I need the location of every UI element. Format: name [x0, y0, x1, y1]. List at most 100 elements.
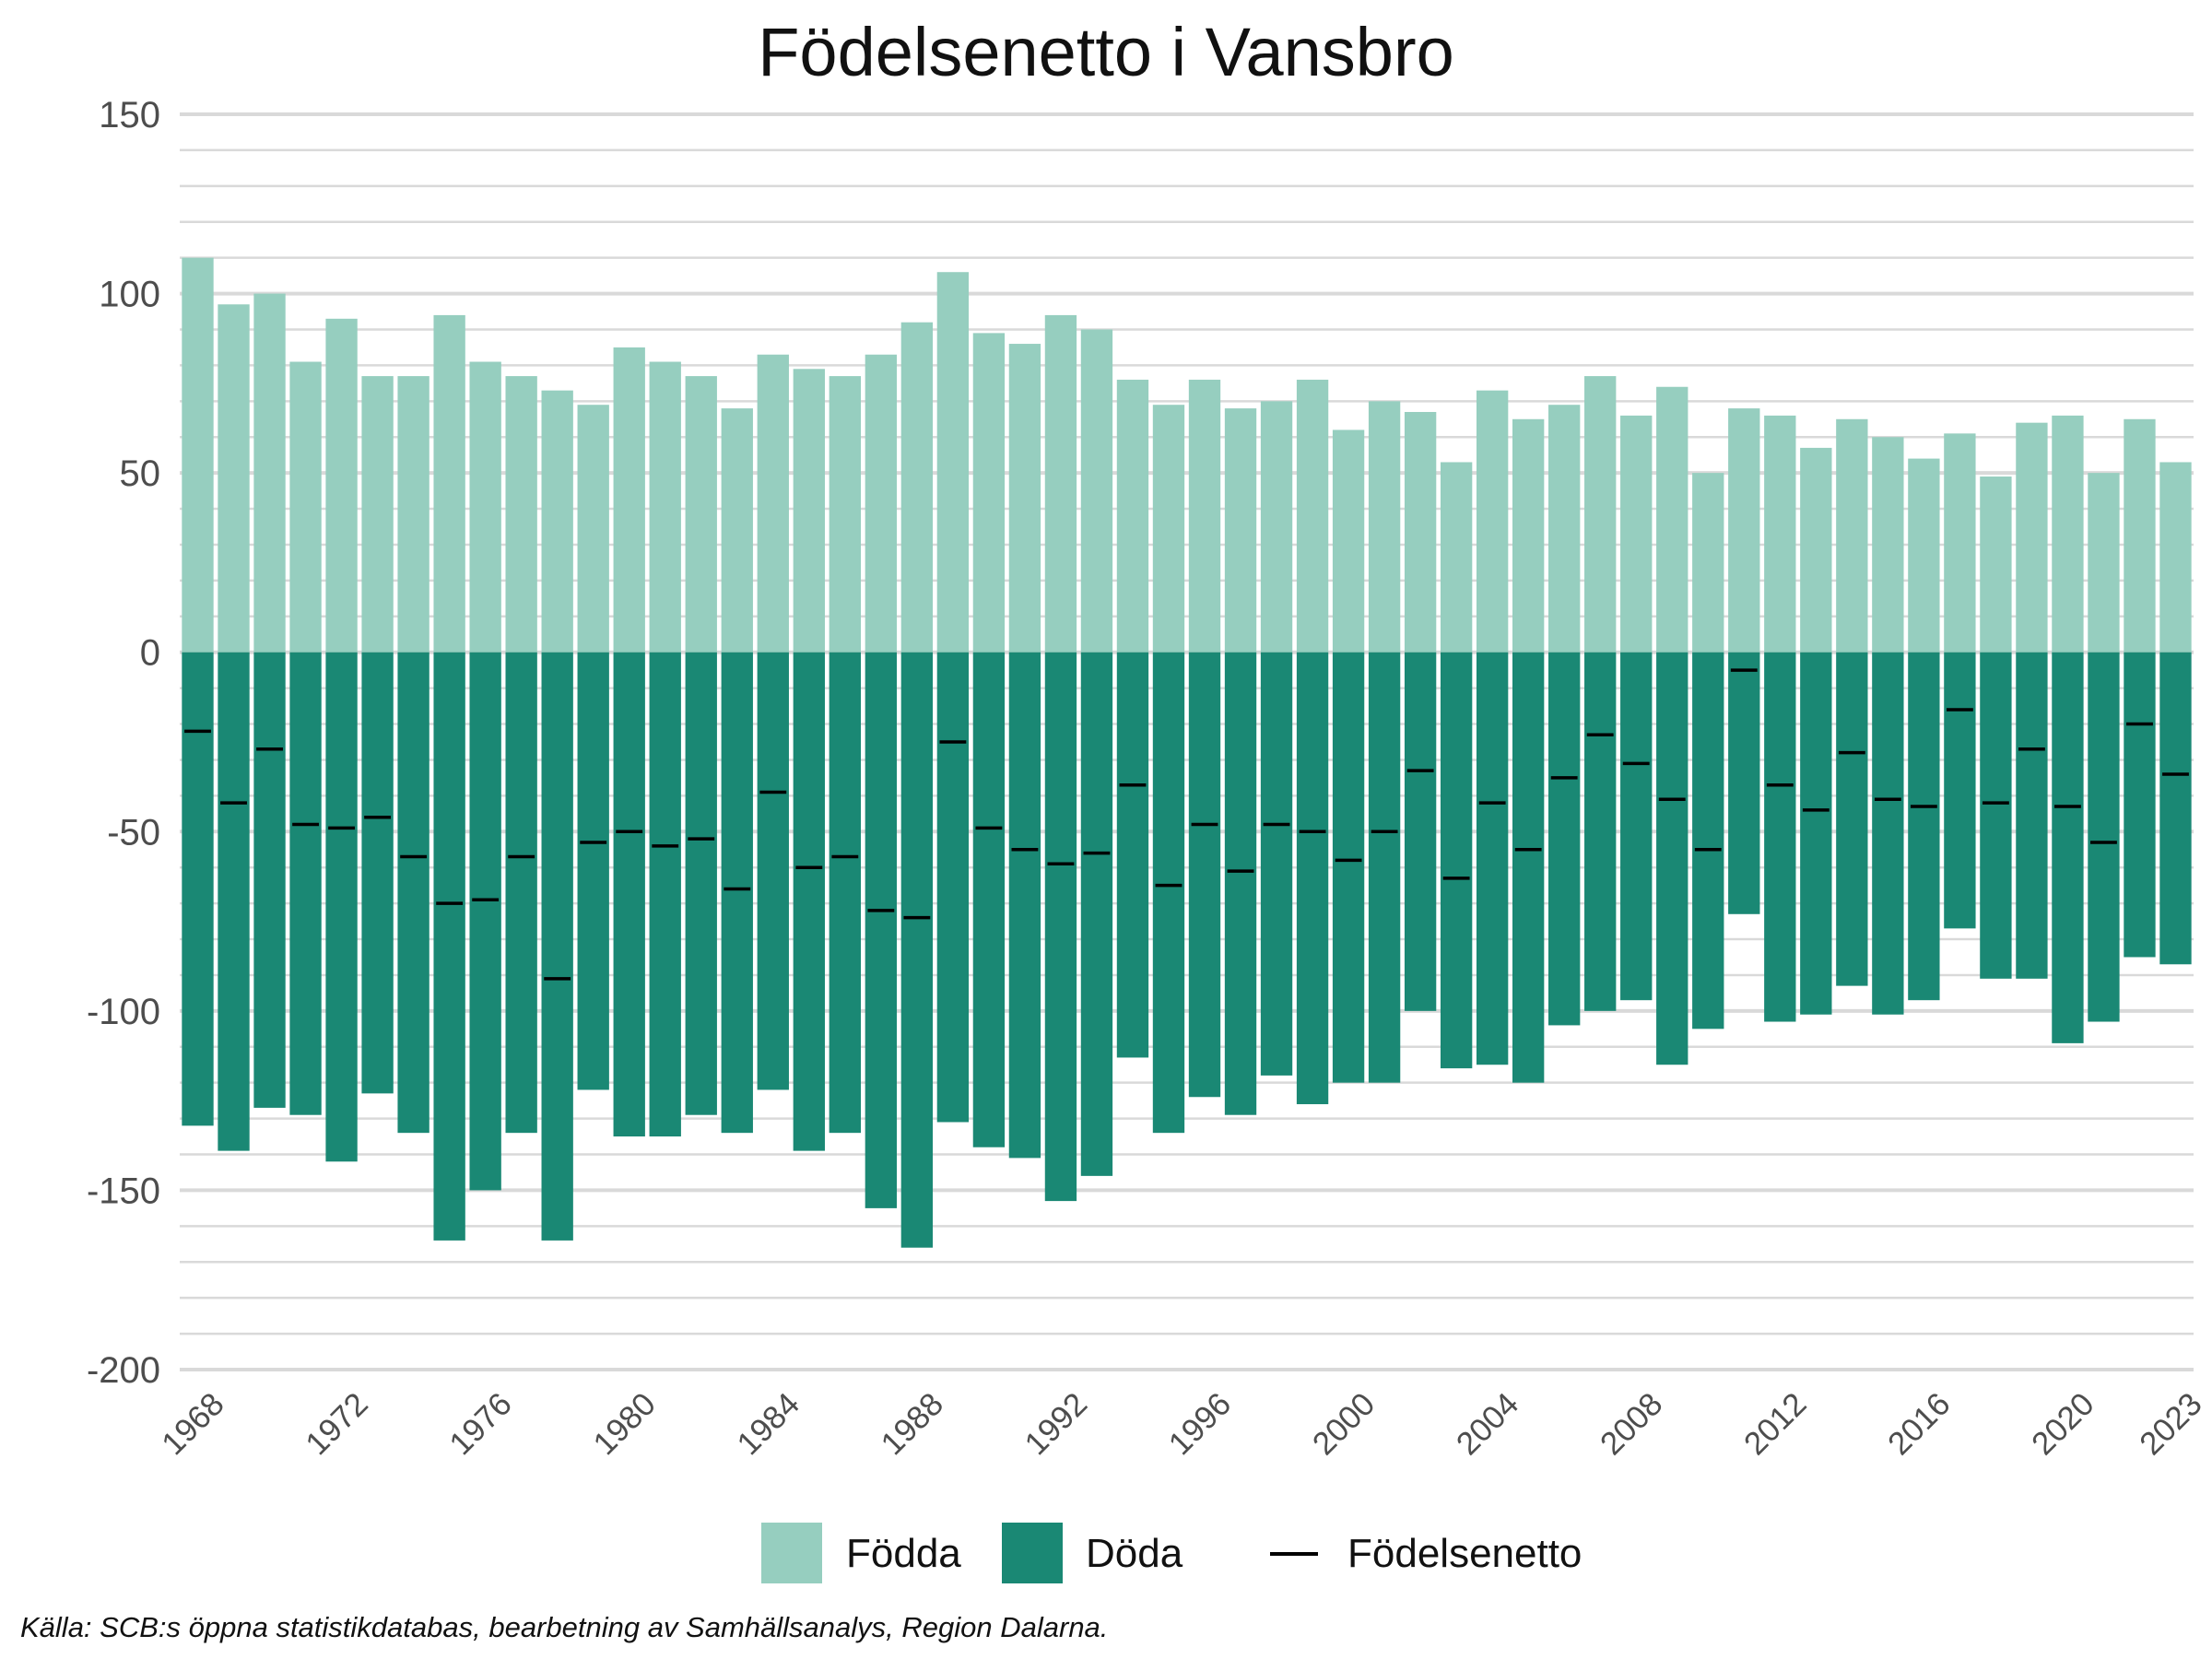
bar-doda-2018 — [1980, 652, 2012, 979]
bar-doda-1969 — [218, 652, 250, 1151]
bar-fodda-1982 — [685, 376, 717, 653]
bar-doda-1981 — [649, 652, 681, 1137]
y-tick-label: -200 — [87, 1350, 160, 1391]
bar-doda-1999 — [1296, 652, 1329, 1105]
x-tick-label: 1996 — [1162, 1386, 1239, 1463]
bar-fodda-2022 — [2124, 418, 2156, 653]
bar-doda-1995 — [1152, 652, 1185, 1134]
bar-doda-1982 — [685, 652, 717, 1115]
bar-doda-1976 — [469, 652, 501, 1191]
bar-fodda-1980 — [613, 347, 645, 653]
bar-doda-2015 — [1872, 652, 1904, 1015]
bar-doda-2012 — [1764, 652, 1796, 1022]
x-tick-label: 2008 — [1594, 1386, 1670, 1463]
bar-doda-1972 — [325, 652, 358, 1162]
x-axis: 1968 1972 1976 1980 1984 1988 1992 1996 2000 2004… — [155, 1386, 2209, 1463]
bar-fodda-2002 — [1404, 411, 1437, 653]
x-tick-label: 1980 — [586, 1386, 663, 1463]
y-tick-label: 100 — [99, 275, 160, 315]
bar-doda-1990 — [972, 652, 1006, 1147]
bar-doda-2000 — [1332, 652, 1365, 1083]
legend-swatch-doda — [1002, 1523, 1063, 1583]
bar-fodda-2009 — [1656, 386, 1688, 653]
bar-fodda-1988 — [900, 322, 934, 653]
legend-swatch-fodda — [761, 1523, 822, 1583]
bar-doda-2021 — [2088, 652, 2120, 1022]
bar-fodda-1975 — [433, 314, 465, 653]
bar-doda-1978 — [541, 652, 573, 1241]
bar-fodda-1984 — [757, 354, 789, 653]
x-tick-label: 2023 — [2133, 1386, 2209, 1463]
bar-doda-2010 — [1692, 652, 1724, 1030]
bar-doda-2005 — [1512, 652, 1545, 1083]
y-tick-label: 50 — [120, 453, 161, 494]
bar-fodda-2008 — [1620, 415, 1653, 653]
bar-fodda-1970 — [253, 293, 286, 653]
bar-fodda-1972 — [325, 318, 358, 653]
source-note: Källa: SCB:s öppna statistikdatabas, bea… — [20, 1611, 1108, 1643]
bar-doda-2009 — [1656, 652, 1688, 1065]
bar-fodda-1976 — [469, 361, 501, 653]
bar-fodda-2006 — [1548, 405, 1581, 653]
x-tick-label: 1976 — [442, 1386, 519, 1463]
bar-fodda-2017 — [1944, 433, 1976, 653]
x-tick-label: 2000 — [1306, 1386, 1382, 1463]
x-tick-label: 2012 — [1737, 1386, 1814, 1463]
bar-fodda-2015 — [1872, 437, 1904, 653]
bar-fodda-1979 — [577, 405, 609, 653]
bar-doda-1979 — [577, 652, 609, 1090]
bar-fodda-1973 — [361, 376, 394, 653]
bar-doda-1987 — [865, 652, 898, 1208]
y-axis: 150 100 50 0 -50 -100 -150 -200 — [87, 95, 160, 1391]
bar-fodda-2019 — [2016, 422, 2048, 653]
bar-doda-2008 — [1620, 652, 1653, 1001]
bar-doda-2007 — [1584, 652, 1617, 1011]
bar-fodda-1969 — [218, 304, 250, 653]
bar-fodda-2005 — [1512, 418, 1545, 653]
bar-doda-2014 — [1836, 652, 1868, 986]
bar-fodda-2021 — [2088, 473, 2120, 653]
bar-doda-2006 — [1548, 652, 1581, 1026]
bar-doda-1980 — [613, 652, 645, 1137]
y-tick-label: 150 — [99, 95, 160, 135]
x-tick-label: 1968 — [155, 1386, 231, 1463]
legend: Födda Döda Födelsenetto — [761, 1523, 1582, 1583]
bar-doda-1994 — [1116, 652, 1149, 1058]
bar-fodda-2018 — [1980, 477, 2012, 653]
bars — [182, 257, 2192, 1248]
bar-fodda-2007 — [1584, 376, 1617, 653]
bar-doda-1988 — [900, 652, 934, 1248]
bar-fodda-2020 — [2052, 415, 2084, 653]
bar-fodda-1997 — [1224, 408, 1257, 653]
bar-fodda-2016 — [1908, 458, 1940, 653]
x-tick-label: 2020 — [2025, 1386, 2101, 1463]
y-tick-label: -100 — [87, 992, 160, 1032]
bar-doda-2022 — [2124, 652, 2156, 958]
bar-doda-1997 — [1224, 652, 1257, 1115]
bar-fodda-1978 — [541, 390, 573, 653]
bar-doda-1970 — [253, 652, 286, 1108]
bar-doda-2020 — [2052, 652, 2084, 1043]
legend-label-doda: Döda — [1086, 1531, 1183, 1576]
bar-doda-2004 — [1476, 652, 1509, 1065]
bar-fodda-2010 — [1692, 473, 1724, 653]
bar-doda-1973 — [361, 652, 394, 1094]
bar-doda-1986 — [829, 652, 861, 1134]
bar-doda-1996 — [1188, 652, 1221, 1098]
bar-doda-2016 — [1908, 652, 1940, 1001]
bar-fodda-1994 — [1116, 379, 1149, 653]
bar-fodda-1989 — [936, 272, 970, 653]
bar-fodda-1974 — [397, 376, 429, 653]
bar-doda-1991 — [1008, 652, 1041, 1159]
bar-doda-1998 — [1260, 652, 1293, 1076]
bar-fodda-1995 — [1152, 405, 1185, 653]
bar-fodda-2011 — [1728, 408, 1760, 653]
y-tick-label: -150 — [87, 1171, 160, 1211]
bar-doda-2003 — [1440, 652, 1473, 1069]
x-tick-label: 2004 — [1450, 1386, 1526, 1463]
bar-doda-1984 — [757, 652, 789, 1090]
bar-doda-2002 — [1404, 652, 1437, 1011]
bar-fodda-1986 — [829, 376, 861, 653]
bar-fodda-2003 — [1440, 462, 1473, 653]
